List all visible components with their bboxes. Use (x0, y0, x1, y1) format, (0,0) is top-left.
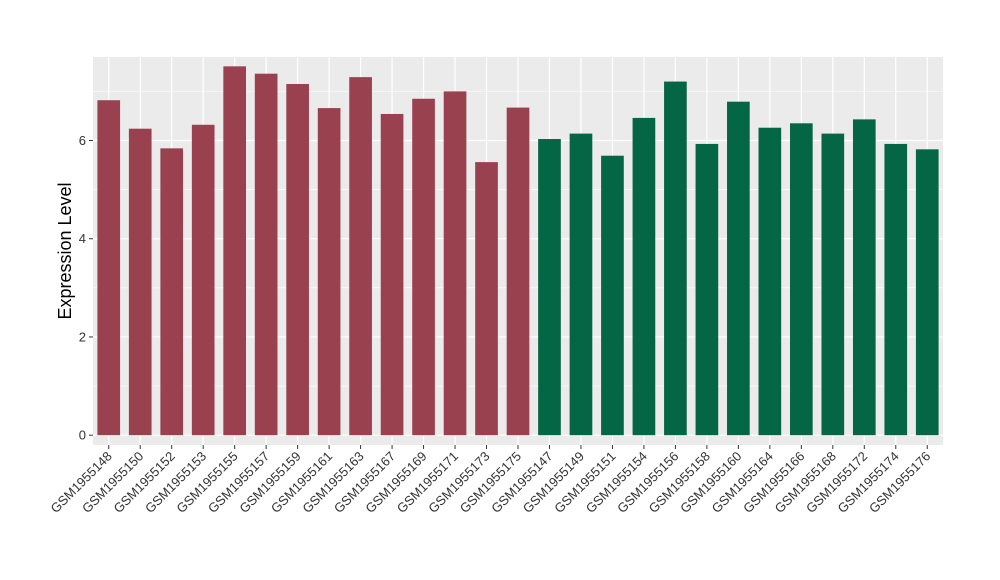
bar-GSM1955147 (538, 139, 561, 436)
bar-GSM1955173 (475, 162, 498, 436)
bar-GSM1955169 (412, 98, 435, 436)
bar-GSM1955158 (695, 143, 719, 436)
bar-GSM1955161 (317, 108, 341, 436)
bar-GSM1955152 (160, 148, 184, 436)
bar-GSM1955153 (191, 124, 215, 436)
bar-GSM1955157 (254, 73, 278, 436)
bar-GSM1955151 (601, 155, 624, 436)
x-axis: GSM1955148GSM1955150GSM1955152GSM1955153… (48, 445, 933, 516)
y-axis-title: Expression Level (55, 182, 75, 319)
bar-GSM1955163 (349, 77, 372, 436)
bar-GSM1955167 (380, 113, 404, 436)
bar-GSM1955159 (286, 84, 309, 436)
bar-GSM1955148 (97, 100, 121, 436)
bar-GSM1955164 (758, 127, 782, 436)
bar-GSM1955174 (884, 143, 908, 436)
bar-GSM1955168 (821, 133, 845, 436)
bar-GSM1955160 (727, 101, 750, 436)
bars (97, 66, 939, 436)
bar-GSM1955155 (223, 66, 246, 436)
y-axis: 0 2 4 6 (79, 133, 93, 443)
bar-GSM1955171 (443, 91, 467, 436)
bar-GSM1955149 (569, 133, 593, 436)
bar-GSM1955166 (790, 123, 813, 436)
y-tick-label: 2 (79, 329, 86, 344)
bar-GSM1955172 (852, 119, 876, 436)
y-tick-label: 0 (79, 428, 86, 443)
bar-GSM1955156 (664, 81, 687, 436)
bar-GSM1955176 (915, 149, 939, 436)
bar-GSM1955175 (506, 107, 530, 436)
y-tick-label: 6 (79, 133, 86, 148)
bar-GSM1955154 (632, 117, 656, 436)
bar-GSM1955150 (128, 128, 152, 436)
y-tick-label: 4 (79, 231, 86, 246)
